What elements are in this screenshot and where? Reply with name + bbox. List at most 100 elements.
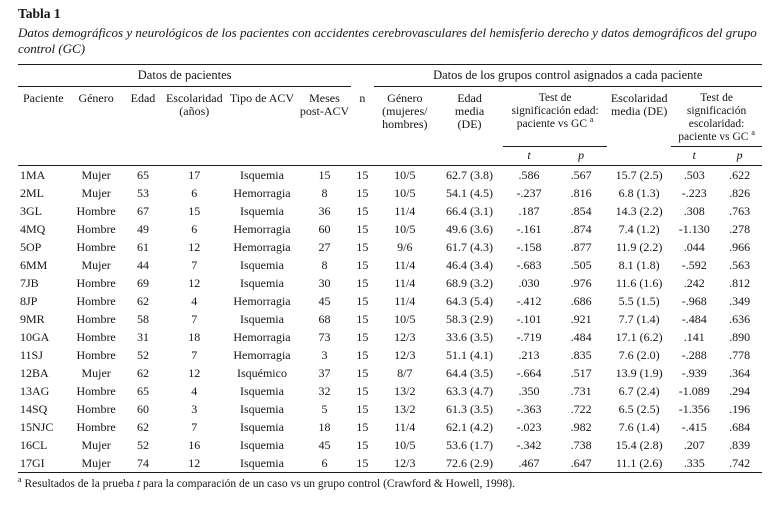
table-cell: 7 xyxy=(191,258,198,272)
table-cell: Mujer xyxy=(81,258,111,272)
table-row: 9MR Hombre 58 7 Isquemia 68 15 10/5 58.3 (2.9) -.… xyxy=(18,310,762,328)
table-cell: 36 xyxy=(318,204,331,218)
table-cell: .484 xyxy=(570,330,592,344)
table-cell: Hemorragia xyxy=(233,240,291,254)
table-cell: 11.1 (2.6) xyxy=(615,456,663,470)
table-cell: Hemorragia xyxy=(233,294,291,308)
table-cell: 6MM xyxy=(20,258,48,272)
column-header-row: Paciente Género Edad Escolaridad (años) … xyxy=(18,86,762,147)
table-cell: .686 xyxy=(570,294,592,308)
table-cell: .835 xyxy=(570,348,592,362)
table-cell: 54.1 (4.5) xyxy=(446,186,494,200)
table-cell: .030 xyxy=(518,276,540,290)
table-cell: .586 xyxy=(518,168,540,182)
table-cell: 37 xyxy=(318,366,331,380)
table-cell: .636 xyxy=(729,312,751,326)
table-cell: 53 xyxy=(136,186,149,200)
table-cell: .294 xyxy=(729,384,751,398)
table-cell: 16CL xyxy=(20,438,48,452)
table-cell: 72.6 (2.9) xyxy=(446,456,494,470)
table-cell: .684 xyxy=(729,420,751,434)
table-cell: 8 xyxy=(321,186,328,200)
table-cell: 2ML xyxy=(20,186,44,200)
table-cell: .839 xyxy=(729,438,751,452)
table-cell: 18 xyxy=(188,330,201,344)
table-row: 10GA Hombre 31 18 Hemorragia 73 15 12/3 33.6 (3.… xyxy=(18,328,762,346)
table-cell: .467 xyxy=(518,456,540,470)
table-cell: 18 xyxy=(318,420,331,434)
table-cell: 7JB xyxy=(20,276,39,290)
table-cell: .982 xyxy=(570,420,592,434)
table-cell: 7.7 (1.4) xyxy=(618,312,660,326)
footnote: a Resultados de la prueba t para la comp… xyxy=(18,475,762,491)
table-cell: Isquemia xyxy=(239,168,284,182)
table-cell: 10/5 xyxy=(394,168,416,182)
data-table: Datos de pacientes Datos de los grupos c… xyxy=(18,64,762,473)
table-cell: .966 xyxy=(729,240,751,254)
table-cell: .207 xyxy=(683,438,705,452)
table-cell: -.592 xyxy=(681,258,707,272)
spanner-patients: Datos de pacientes xyxy=(18,64,352,87)
table-cell: Hombre xyxy=(76,276,116,290)
table-cell: 12 xyxy=(188,366,201,380)
table-cell: 1MA xyxy=(20,168,46,182)
table-cell: -.683 xyxy=(516,258,542,272)
table-cell: 8JP xyxy=(20,294,38,308)
table-cell: 6.8 (1.3) xyxy=(618,186,660,200)
table-cell: 62 xyxy=(136,294,149,308)
table-cell: -.161 xyxy=(516,222,542,236)
table-cell: 49.6 (3.6) xyxy=(446,222,494,236)
table-cell: 15NJC xyxy=(20,420,54,434)
table-cell: 3 xyxy=(191,402,198,416)
table-cell: -.363 xyxy=(516,402,542,416)
table-cell: .722 xyxy=(570,402,592,416)
table-cell: .187 xyxy=(518,204,540,218)
table-cell: 8/7 xyxy=(397,366,413,380)
table-cell: .350 xyxy=(518,384,540,398)
table-cell: .738 xyxy=(570,438,592,452)
table-cell: .826 xyxy=(729,186,751,200)
table-cell: 13/2 xyxy=(394,402,416,416)
table-cell: Hombre xyxy=(76,240,116,254)
table-row: 6MM Mujer 44 7 Isquemia 8 15 11/4 46.4 (3.4) -.68… xyxy=(18,256,762,274)
table-cell: Isquemia xyxy=(239,384,284,398)
table-cell: 15 xyxy=(356,276,369,290)
table-cell: Isquemia xyxy=(239,258,284,272)
table-cell: 14SQ xyxy=(20,402,48,416)
subheader-p-escolaridad: p xyxy=(736,148,743,162)
table-cell: Mujer xyxy=(81,168,111,182)
table-cell: .763 xyxy=(729,204,751,218)
col-header-n: n xyxy=(359,90,366,105)
table-cell: .622 xyxy=(729,168,751,182)
table-cell: .278 xyxy=(729,222,751,236)
table-cell: -.342 xyxy=(516,438,542,452)
table-row: 2ML Mujer 53 6 Hemorragia 8 15 10/5 54.1 (4.5) -.… xyxy=(18,184,762,202)
table-row: 14SQ Hombre 60 3 Isquemia 5 15 13/2 61.3 (3.5) -.… xyxy=(18,400,762,418)
table-cell: -.023 xyxy=(516,420,542,434)
table-cell: 73 xyxy=(318,330,331,344)
table-body: 1MA Mujer 65 17 Isquemia 15 15 10/5 62.7 (3.8) .5… xyxy=(18,166,762,473)
table-cell: 11/4 xyxy=(394,204,416,218)
table-cell: 60 xyxy=(136,402,149,416)
spanner-row: Datos de pacientes Datos de los grupos c… xyxy=(18,64,762,87)
table-row: 16CL Mujer 52 16 Isquemia 45 15 10/5 53.6 (1.7) -… xyxy=(18,436,762,454)
table-cell: 15 xyxy=(356,186,369,200)
table-cell: 15 xyxy=(356,366,369,380)
table-cell: -1.130 xyxy=(678,222,710,236)
table-cell: 12 xyxy=(188,276,201,290)
table-cell: Mujer xyxy=(81,186,111,200)
table-cell: 10GA xyxy=(20,330,50,344)
table-cell: .647 xyxy=(570,456,592,470)
table-cell: -.664 xyxy=(516,366,542,380)
table-cell: 12BA xyxy=(20,366,49,380)
table-cell: 27 xyxy=(318,240,331,254)
table-cell: .563 xyxy=(729,258,751,272)
table-row: 8JP Hombre 62 4 Hemorragia 45 15 11/4 64.3 (5.4)… xyxy=(18,292,762,310)
subheader-t-edad: t xyxy=(527,148,531,162)
table-cell: 9/6 xyxy=(397,240,413,254)
footnote-marker: a xyxy=(18,475,22,485)
table-cell: 74 xyxy=(136,456,149,470)
col-header-genero-gc: Género (mujeres/ hombres) xyxy=(382,91,428,131)
table-cell: -.288 xyxy=(681,348,707,362)
table-cell: 68 xyxy=(318,312,331,326)
